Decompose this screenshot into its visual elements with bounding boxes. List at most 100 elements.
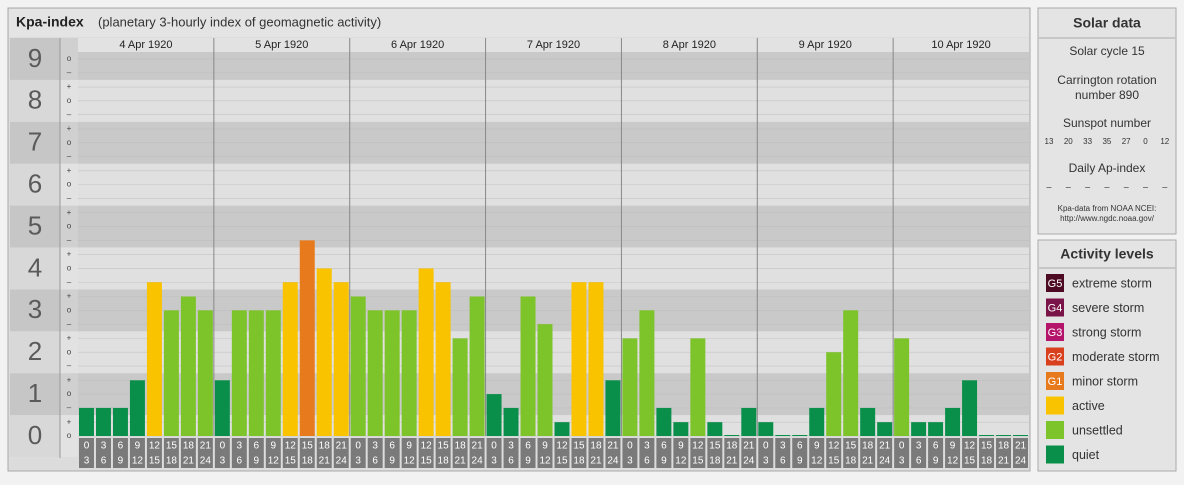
day-label: 5 Apr 1920 bbox=[255, 39, 308, 51]
sub-band bbox=[60, 79, 78, 122]
bar bbox=[248, 310, 264, 436]
x-tick-label: 15 bbox=[981, 441, 993, 452]
bar bbox=[79, 407, 94, 436]
x-tick-label: 12 bbox=[268, 456, 280, 467]
hour-cell bbox=[367, 438, 383, 468]
sub-band bbox=[60, 121, 78, 164]
y-minor-label: o bbox=[67, 305, 72, 314]
hour-cell bbox=[979, 438, 995, 468]
legend-badge: G5 bbox=[1048, 278, 1063, 290]
day-label: 10 Apr 1920 bbox=[931, 39, 990, 51]
x-tick-label: 12 bbox=[404, 456, 416, 467]
bar bbox=[605, 380, 621, 436]
day-label: 4 Apr 1920 bbox=[119, 39, 172, 51]
hour-cell bbox=[894, 438, 910, 468]
x-tick-label: 0 bbox=[355, 441, 361, 452]
x-tick-label: 15 bbox=[573, 441, 585, 452]
legend-badge: G4 bbox=[1048, 302, 1063, 314]
x-tick-label: 15 bbox=[964, 456, 976, 467]
x-tick-label: 12 bbox=[149, 441, 161, 452]
hour-cell bbox=[843, 438, 859, 468]
legend-swatch bbox=[1046, 396, 1064, 415]
hour-cell bbox=[299, 438, 315, 468]
hour-cell bbox=[180, 438, 196, 468]
sub-band bbox=[60, 373, 78, 416]
x-tick-label: 6 bbox=[933, 441, 939, 452]
bar bbox=[1013, 435, 1028, 436]
x-tick-label: 3 bbox=[101, 441, 107, 452]
x-tick-label: 6 bbox=[644, 456, 650, 467]
legend-label: extreme storm bbox=[1072, 276, 1152, 290]
x-tick-label: 21 bbox=[1015, 441, 1027, 452]
hour-cell bbox=[129, 438, 145, 468]
x-tick-label: 24 bbox=[1015, 456, 1027, 467]
bar bbox=[231, 310, 247, 436]
y-minor-label: o bbox=[67, 347, 72, 356]
bar bbox=[486, 394, 502, 436]
x-tick-label: 15 bbox=[692, 456, 704, 467]
hour-cell bbox=[588, 438, 604, 468]
hour-cell bbox=[877, 438, 893, 468]
y-minor-label: o bbox=[67, 96, 72, 105]
hour-cell bbox=[690, 438, 706, 468]
x-tick-label: 15 bbox=[845, 441, 857, 452]
sub-band bbox=[60, 415, 78, 457]
bar bbox=[860, 407, 876, 436]
title-bar bbox=[9, 9, 1029, 37]
sub-band bbox=[60, 205, 78, 248]
y-minor-label: + bbox=[67, 250, 72, 259]
solar-cycle: Solar cycle 15 bbox=[1069, 44, 1145, 58]
chart-subtitle: (planetary 3-hourly index of geomagnetic… bbox=[98, 14, 381, 29]
hour-cell bbox=[146, 438, 162, 468]
x-tick-label: 6 bbox=[118, 441, 124, 452]
hour-cell bbox=[945, 438, 961, 468]
x-tick-label: 21 bbox=[590, 456, 602, 467]
date-header bbox=[78, 38, 1029, 52]
x-tick-label: 0 bbox=[220, 441, 226, 452]
bar bbox=[741, 407, 757, 436]
y-tick-label: 5 bbox=[28, 210, 42, 240]
x-tick-label: 21 bbox=[726, 456, 738, 467]
hour-cell bbox=[707, 438, 723, 468]
chart-title: Kpa-index bbox=[16, 14, 84, 30]
legend-badge: G2 bbox=[1048, 351, 1063, 363]
legend-swatch bbox=[1046, 372, 1064, 390]
bar bbox=[707, 422, 723, 436]
bar bbox=[129, 380, 145, 436]
y-minor-label: – bbox=[67, 110, 72, 119]
y-minor-label: o bbox=[67, 180, 72, 189]
bar bbox=[197, 310, 213, 436]
legend-swatch bbox=[1046, 445, 1064, 464]
hour-cell bbox=[401, 438, 417, 468]
x-tick-label: 0 bbox=[763, 441, 769, 452]
day-label: 9 Apr 1920 bbox=[799, 39, 852, 51]
bar bbox=[724, 435, 740, 436]
bar bbox=[622, 338, 638, 436]
x-tick-label: 21 bbox=[607, 441, 619, 452]
bar bbox=[384, 310, 400, 436]
ap-value: – bbox=[1085, 181, 1090, 191]
x-tick-label: 9 bbox=[271, 441, 277, 452]
x-tick-label: 6 bbox=[525, 441, 531, 452]
bar bbox=[894, 338, 910, 436]
bar bbox=[758, 422, 774, 436]
hour-cell bbox=[95, 438, 111, 468]
bar bbox=[911, 422, 927, 436]
left-band bbox=[10, 38, 60, 80]
x-tick-label: 6 bbox=[389, 441, 395, 452]
y-minor-label: + bbox=[67, 292, 72, 301]
left-band bbox=[10, 415, 60, 457]
bar bbox=[180, 296, 196, 436]
x-tick-label: 0 bbox=[84, 441, 90, 452]
bar bbox=[112, 407, 128, 436]
x-tick-label: 6 bbox=[254, 441, 260, 452]
x-tick-label: 18 bbox=[183, 441, 195, 452]
bar bbox=[299, 240, 315, 436]
x-tick-label: 9 bbox=[933, 456, 939, 467]
sub-band bbox=[60, 163, 78, 206]
sub-band bbox=[60, 247, 78, 290]
hour-cell bbox=[469, 438, 485, 468]
hour-cell bbox=[163, 438, 179, 468]
bar bbox=[554, 422, 570, 436]
x-tick-label: 9 bbox=[661, 456, 667, 467]
